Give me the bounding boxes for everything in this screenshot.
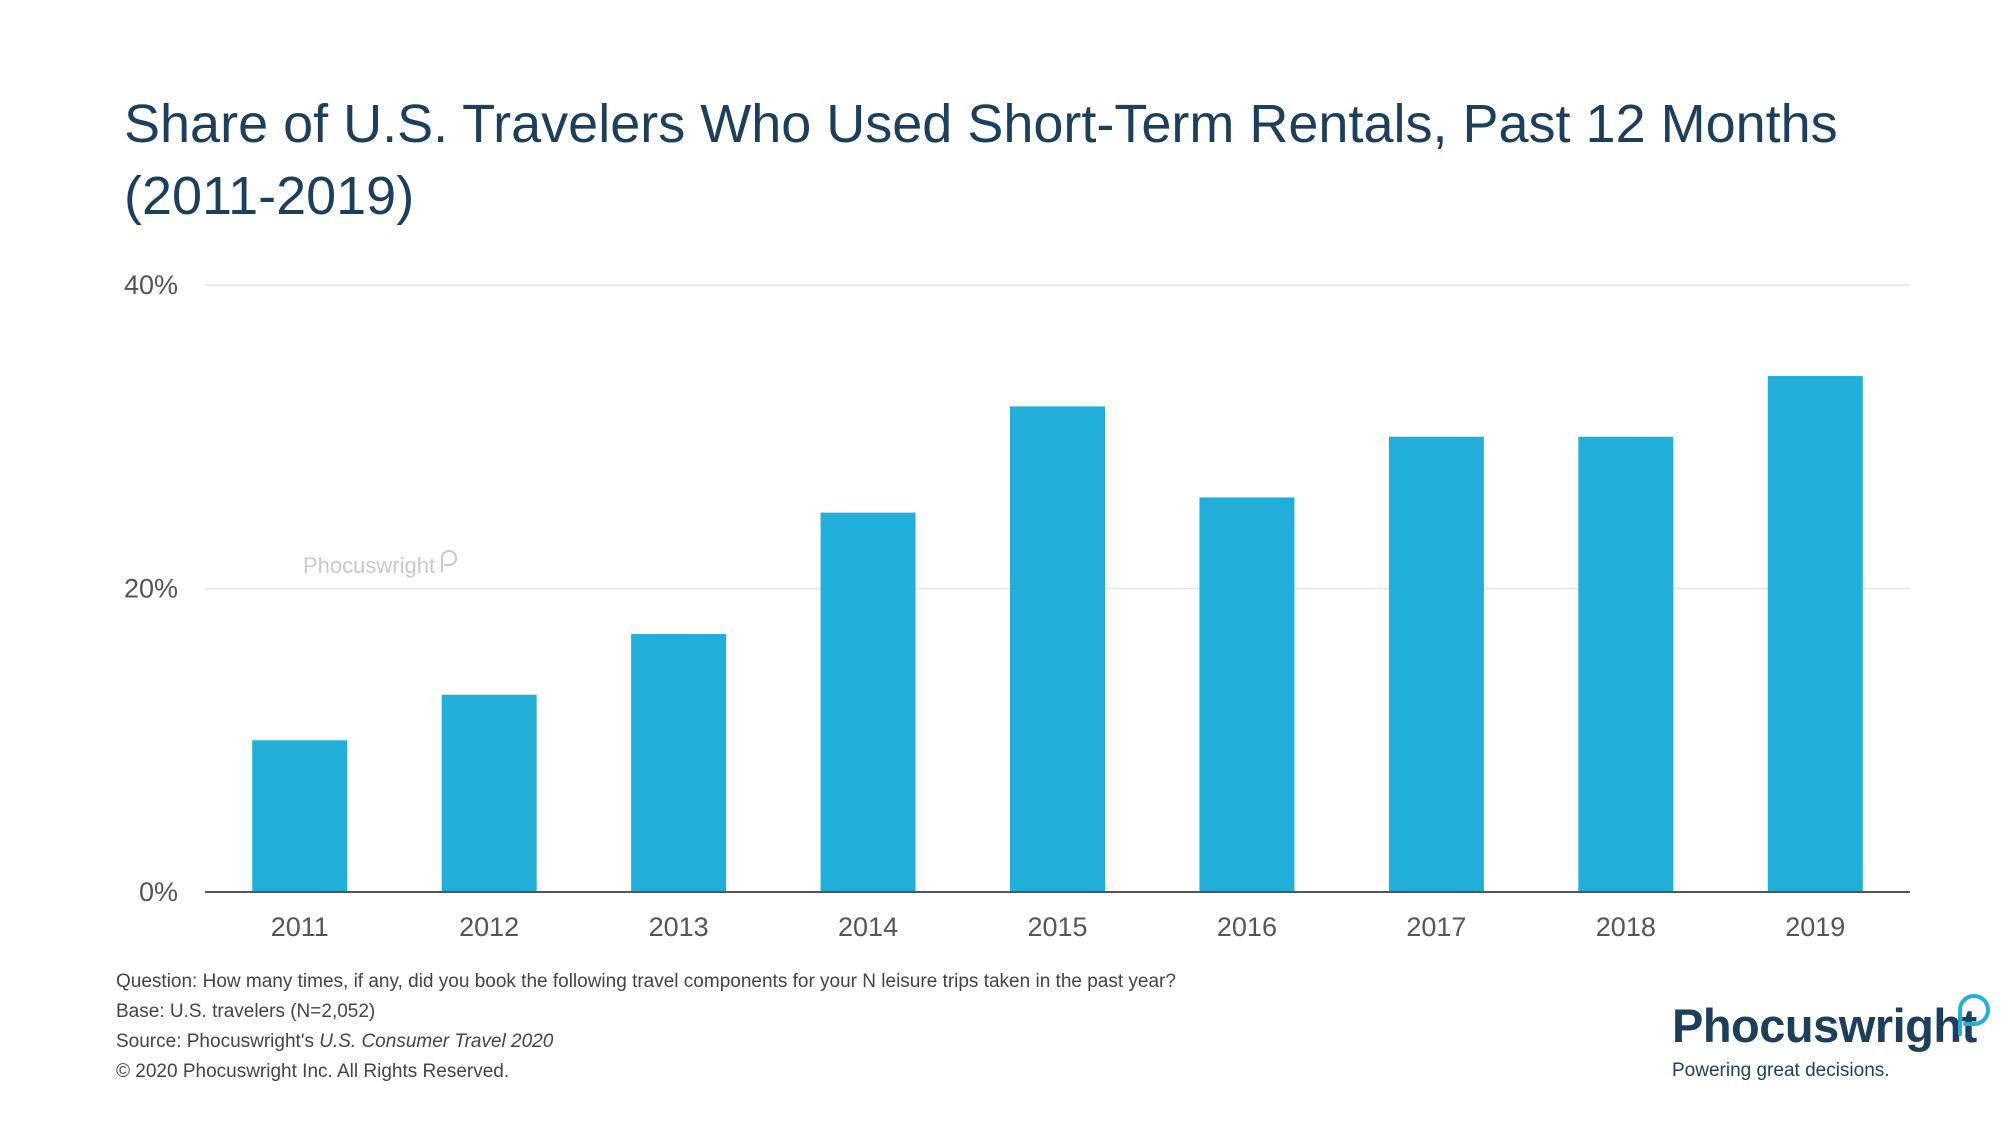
bar (1199, 497, 1295, 892)
x-tick-label: 2016 (1217, 912, 1277, 942)
bar (1578, 436, 1674, 892)
x-tick-label: 2017 (1406, 912, 1466, 942)
speech-bubble-logo-icon (1958, 994, 1990, 1036)
x-tick-label: 2018 (1596, 912, 1656, 942)
y-tick-label: 0% (139, 877, 178, 907)
source-note: Source: Phocuswright's U.S. Consumer Tra… (116, 1027, 1176, 1057)
x-tick-label: 2013 (649, 912, 709, 942)
bar (631, 634, 727, 892)
base-note: Base: U.S. travelers (N=2,052) (116, 1001, 376, 1022)
chart-title: Share of U.S. Travelers Who Used Short-T… (124, 94, 1838, 226)
bar (1388, 436, 1484, 892)
x-axis-labels: 2011 2012 2013 2014 2015 2016 2017 2018 2019 (271, 912, 1846, 942)
logo-tagline: Powering great decisions. (1672, 1060, 1890, 1081)
question-note: Question: How many times, if any, did yo… (116, 971, 1176, 992)
watermark-text: Phocuswright (303, 553, 436, 578)
copyright-note: © 2020 Phocuswright Inc. All Rights Rese… (116, 1061, 510, 1082)
bar-chart: 2011 2012 2013 2014 2015 2016 2017 2018 2019 0% 2… (124, 270, 1910, 942)
bar (252, 740, 348, 892)
bar (441, 694, 537, 892)
bar (820, 512, 916, 892)
x-tick-label: 2014 (838, 912, 898, 942)
watermark-bubble-icon (441, 550, 457, 572)
footnotes: Question: How many times, if any, did yo… (116, 967, 1176, 1087)
bar (1010, 406, 1105, 892)
y-tick-label: 40% (124, 270, 178, 300)
x-tick-label: 2011 (271, 912, 329, 942)
x-tick-label: 2015 (1027, 912, 1087, 942)
y-tick-label: 20% (124, 574, 178, 604)
bars (252, 376, 1863, 892)
y-axis-labels: 0% 20% 40% (124, 270, 178, 907)
logo-wordmark: Phocuswright (1672, 999, 1977, 1052)
source-prefix: Source: Phocuswright's (116, 1031, 320, 1052)
source-title: U.S. Consumer Travel 2020 (319, 1031, 554, 1052)
x-tick-label: 2012 (459, 912, 519, 942)
bar (1767, 376, 1863, 892)
x-tick-label: 2019 (1785, 912, 1845, 942)
